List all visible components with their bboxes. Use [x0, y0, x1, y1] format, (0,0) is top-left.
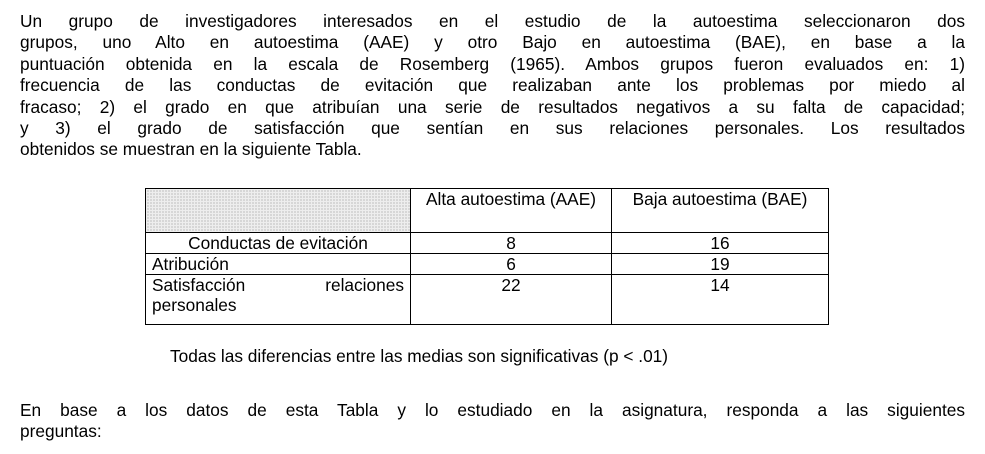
text-line: grupos, uno Alto en autoestima (AAE) y o…: [20, 32, 965, 53]
text-line: fracaso; 2) el grado en que atribuían un…: [20, 96, 965, 117]
table-caption: Todas las diferencias entre las medias s…: [170, 346, 669, 366]
text-line: preguntas:: [20, 421, 102, 442]
table-header-row: Alta autoestima (AAE) Baja autoestima (B…: [145, 188, 829, 233]
header-bae: Baja autoestima (BAE): [611, 188, 829, 233]
header-aae: Alta autoestima (AAE): [410, 188, 612, 233]
bae-value: 19: [611, 253, 829, 275]
intro-paragraph: Un grupo de investigadores interesados e…: [20, 11, 965, 161]
table-row: Atribución 6 19: [145, 253, 829, 275]
text-line: frecuencia de las conductas de evitación…: [20, 75, 965, 96]
aae-value: 6: [410, 253, 612, 275]
aae-value: 22: [410, 274, 612, 325]
empty-header-cell: [145, 188, 411, 233]
row-label: Satisfacción relaciones personales: [145, 274, 411, 325]
text-line: Un grupo de investigadores interesados e…: [20, 11, 965, 31]
results-table: Alta autoestima (AAE) Baja autoestima (B…: [145, 188, 829, 325]
table-row: Satisfacción relaciones personales 22 14: [145, 274, 829, 325]
bae-value: 14: [611, 274, 829, 325]
text-line: obtenidos se muestran en la siguiente Ta…: [20, 139, 362, 160]
text-line: En base a los datos de esta Tabla y lo e…: [20, 400, 965, 420]
table-row: Conductas de evitación 8 16: [145, 232, 829, 254]
text-line: y 3) el grado de satisfacción que sentía…: [20, 117, 965, 138]
question-paragraph: En base a los datos de esta Tabla y lo e…: [20, 400, 965, 443]
row-label: Conductas de evitación: [145, 232, 411, 254]
bae-value: 16: [611, 232, 829, 254]
text-line: puntuación obtenida en la escala de Rose…: [20, 53, 965, 74]
row-label: Atribución: [145, 253, 411, 275]
aae-value: 8: [410, 232, 612, 254]
